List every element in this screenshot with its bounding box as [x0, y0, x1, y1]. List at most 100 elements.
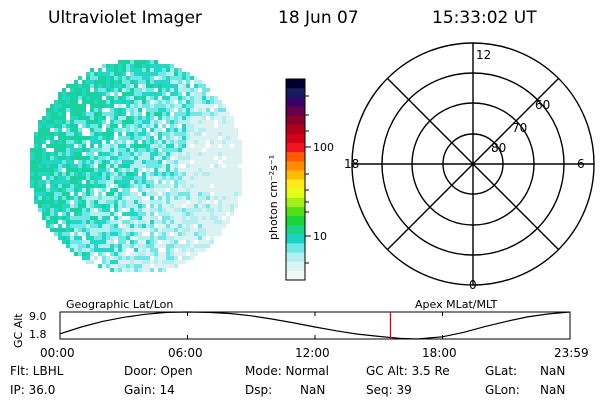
- image-pixel: [170, 236, 174, 240]
- image-pixel: [134, 216, 138, 220]
- image-pixel: [174, 192, 178, 196]
- image-pixel: [102, 228, 106, 232]
- image-pixel: [78, 228, 82, 232]
- image-pixel: [46, 192, 50, 196]
- image-pixel: [182, 168, 186, 172]
- image-pixel: [102, 252, 106, 256]
- image-pixel: [206, 192, 210, 196]
- image-pixel: [54, 208, 58, 212]
- image-pixel: [82, 136, 86, 140]
- image-pixel: [162, 100, 166, 104]
- image-pixel: [38, 200, 42, 204]
- image-pixel: [74, 172, 78, 176]
- image-pixel: [46, 132, 50, 136]
- image-pixel: [126, 60, 130, 64]
- image-pixel: [106, 148, 110, 152]
- image-pixel: [214, 160, 218, 164]
- image-pixel: [130, 156, 134, 160]
- image-pixel: [190, 172, 194, 176]
- image-pixel: [202, 212, 206, 216]
- image-pixel: [154, 64, 158, 68]
- image-pixel: [166, 176, 170, 180]
- image-pixel: [214, 232, 218, 236]
- image-pixel: [106, 204, 110, 208]
- image-pixel: [134, 256, 138, 260]
- image-pixel: [86, 260, 90, 264]
- strip-ytick-top: 9.0: [29, 310, 47, 323]
- image-pixel: [146, 264, 150, 268]
- image-pixel: [146, 160, 150, 164]
- image-pixel: [166, 64, 170, 68]
- image-pixel: [78, 240, 82, 244]
- image-pixel: [226, 144, 230, 148]
- image-pixel: [62, 100, 66, 104]
- image-pixel: [106, 156, 110, 160]
- image-pixel: [110, 156, 114, 160]
- image-pixel: [158, 104, 162, 108]
- image-pixel: [78, 148, 82, 152]
- image-pixel: [158, 196, 162, 200]
- image-pixel: [222, 132, 226, 136]
- image-pixel: [154, 184, 158, 188]
- image-pixel: [74, 152, 78, 156]
- image-pixel: [90, 104, 94, 108]
- image-pixel: [46, 168, 50, 172]
- image-pixel: [190, 112, 194, 116]
- image-pixel: [186, 212, 190, 216]
- image-pixel: [126, 188, 130, 192]
- image-pixel: [206, 164, 210, 168]
- image-pixel: [138, 248, 142, 252]
- image-pixel: [114, 260, 118, 264]
- image-pixel: [234, 144, 238, 148]
- image-pixel: [62, 196, 66, 200]
- image-pixel: [218, 100, 222, 104]
- image-pixel: [182, 76, 186, 80]
- image-pixel: [182, 244, 186, 248]
- image-pixel: [42, 116, 46, 120]
- image-pixel: [182, 100, 186, 104]
- image-pixel: [86, 208, 90, 212]
- image-pixel: [146, 152, 150, 156]
- image-pixel: [66, 184, 70, 188]
- colorbar-segment: [286, 170, 305, 181]
- image-pixel: [174, 84, 178, 88]
- image-pixel: [130, 228, 134, 232]
- image-pixel: [198, 120, 202, 124]
- image-pixel: [166, 164, 170, 168]
- image-pixel: [194, 96, 198, 100]
- image-pixel: [174, 176, 178, 180]
- image-pixel: [170, 220, 174, 224]
- image-pixel: [130, 208, 134, 212]
- image-pixel: [130, 212, 134, 216]
- image-pixel: [198, 244, 202, 248]
- image-pixel: [186, 152, 190, 156]
- image-pixel: [154, 164, 158, 168]
- image-pixel: [46, 204, 50, 208]
- image-pixel: [82, 144, 86, 148]
- image-pixel: [158, 156, 162, 160]
- colorbar-segment: [286, 79, 305, 89]
- image-pixel: [66, 224, 70, 228]
- image-pixel: [126, 164, 130, 168]
- image-pixel: [166, 116, 170, 120]
- image-pixel: [58, 96, 62, 100]
- image-pixel: [90, 144, 94, 148]
- image-pixel: [78, 252, 82, 256]
- info-filter: Flt: LBHL: [10, 364, 64, 378]
- image-pixel: [98, 184, 102, 188]
- image-pixel: [182, 84, 186, 88]
- image-pixel: [138, 200, 142, 204]
- image-pixel: [166, 200, 170, 204]
- image-pixel: [166, 204, 170, 208]
- image-pixel: [230, 180, 234, 184]
- image-pixel: [226, 164, 230, 168]
- image-pixel: [102, 72, 106, 76]
- image-pixel: [102, 176, 106, 180]
- image-pixel: [130, 84, 134, 88]
- image-pixel: [110, 84, 114, 88]
- image-pixel: [230, 172, 234, 176]
- image-pixel: [90, 136, 94, 140]
- image-pixel: [130, 180, 134, 184]
- image-pixel: [170, 80, 174, 84]
- image-pixel: [70, 144, 74, 148]
